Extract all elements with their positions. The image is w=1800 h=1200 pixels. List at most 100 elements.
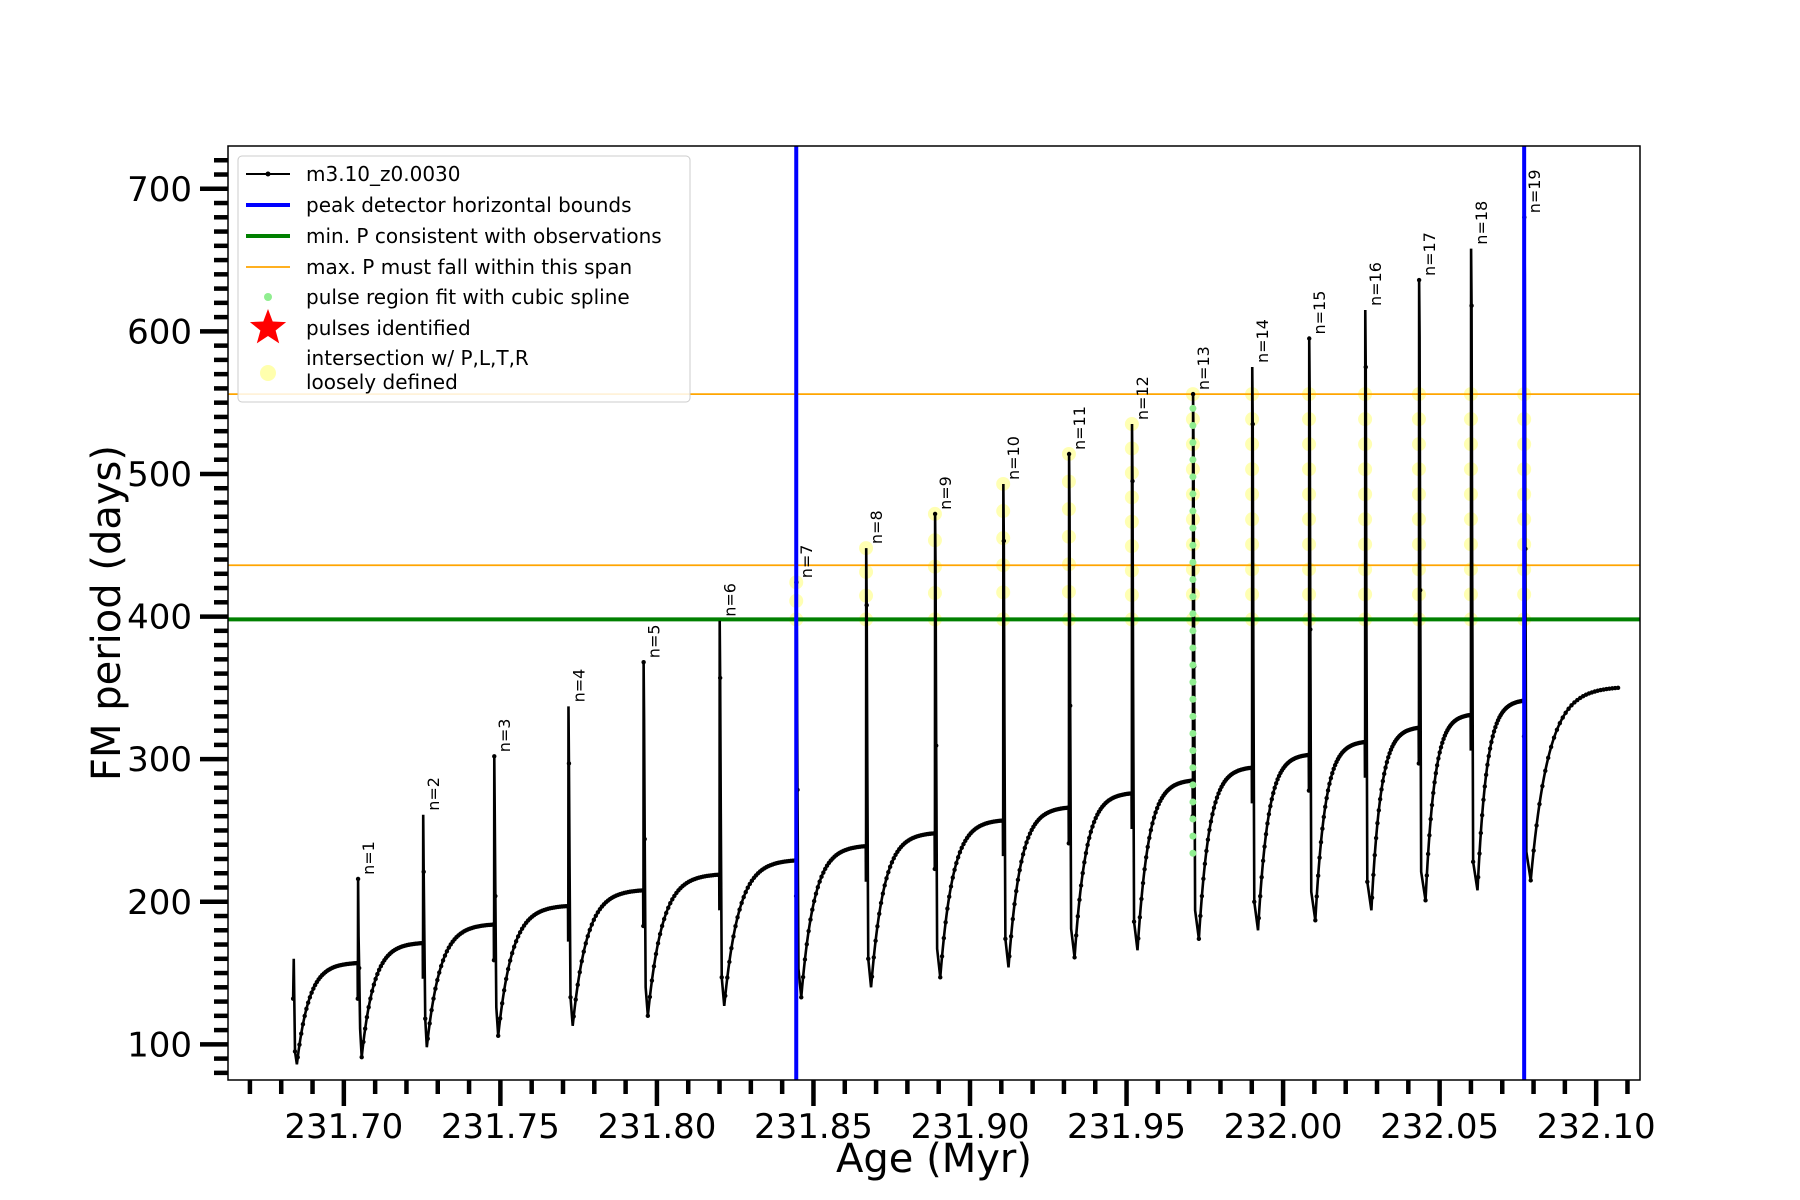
pulse-label: n=8 bbox=[867, 510, 886, 544]
series-marker bbox=[355, 996, 360, 1001]
series-marker bbox=[517, 930, 523, 935]
legend-item: pulses identified bbox=[249, 309, 471, 344]
series-marker bbox=[1490, 734, 1495, 739]
series-marker bbox=[642, 836, 647, 842]
series-marker bbox=[1375, 820, 1380, 826]
series-marker bbox=[1208, 819, 1214, 824]
series-marker bbox=[1425, 851, 1431, 857]
series-marker bbox=[571, 1014, 576, 1019]
series-marker bbox=[1431, 790, 1436, 796]
series-marker bbox=[1020, 852, 1026, 857]
series-marker bbox=[745, 885, 750, 890]
y-axis-title: FM period (days) bbox=[84, 445, 130, 781]
series-marker bbox=[311, 986, 316, 991]
series-marker bbox=[515, 934, 521, 939]
spline-fit-point bbox=[1189, 661, 1197, 669]
series-marker bbox=[1143, 855, 1149, 860]
x-tick-label: 231.95 bbox=[1067, 1107, 1186, 1147]
series-marker bbox=[585, 933, 590, 939]
legend-item: m3.10_z0.0030 bbox=[246, 162, 461, 186]
series-marker bbox=[299, 1031, 304, 1036]
series-marker bbox=[655, 941, 661, 946]
series-marker bbox=[1468, 712, 1474, 718]
series-marker bbox=[446, 945, 452, 950]
series-marker bbox=[884, 876, 889, 881]
series-marker bbox=[581, 949, 586, 954]
series-marker bbox=[1130, 478, 1135, 484]
series-marker bbox=[1557, 720, 1563, 726]
series-marker bbox=[295, 1055, 300, 1060]
series-marker bbox=[877, 911, 882, 916]
series-marker bbox=[1470, 859, 1476, 865]
series-marker bbox=[1528, 878, 1533, 883]
series-marker bbox=[1493, 724, 1498, 730]
series-marker bbox=[1090, 824, 1095, 829]
series-marker bbox=[1440, 740, 1445, 746]
series-marker bbox=[290, 996, 296, 1001]
spline-fit-point bbox=[1189, 558, 1197, 566]
y-tick-label: 600 bbox=[127, 312, 192, 352]
series-marker bbox=[305, 1000, 311, 1005]
series-marker bbox=[880, 891, 886, 896]
series-marker bbox=[1328, 775, 1334, 781]
series-marker bbox=[938, 975, 943, 980]
series-marker bbox=[1091, 819, 1097, 825]
series-marker bbox=[1317, 855, 1322, 860]
series-marker bbox=[664, 910, 669, 916]
series-marker bbox=[931, 831, 936, 836]
series-marker bbox=[1273, 781, 1279, 786]
series-marker bbox=[1615, 685, 1621, 691]
series-marker bbox=[1478, 830, 1484, 836]
series-marker bbox=[1481, 797, 1486, 802]
pulse-label: n=9 bbox=[936, 476, 955, 510]
series-marker bbox=[364, 1014, 370, 1020]
legend-box bbox=[237, 155, 691, 403]
pulse-label: n=5 bbox=[645, 624, 664, 658]
series-marker bbox=[1010, 916, 1016, 922]
series-marker bbox=[1249, 765, 1255, 770]
series-marker bbox=[307, 995, 313, 1000]
series-marker bbox=[950, 875, 955, 880]
series-marker bbox=[1382, 771, 1387, 777]
series-marker bbox=[297, 1042, 302, 1047]
x-axis-title: Age (Myr) bbox=[836, 1136, 1032, 1182]
series-marker bbox=[1211, 805, 1217, 811]
series-marker bbox=[1531, 848, 1536, 853]
series-marker bbox=[433, 986, 438, 991]
series-marker bbox=[1325, 788, 1331, 793]
series-marker bbox=[933, 743, 939, 748]
series-marker bbox=[1140, 880, 1146, 886]
series-marker bbox=[821, 870, 826, 875]
series-marker bbox=[864, 602, 869, 608]
legend-label: pulses identified bbox=[306, 316, 471, 340]
series-marker bbox=[1131, 919, 1137, 924]
series-marker bbox=[442, 953, 448, 958]
series-marker bbox=[653, 951, 659, 957]
x-tick-label: 232.10 bbox=[1537, 1107, 1656, 1147]
series-marker bbox=[1156, 802, 1161, 807]
series-marker bbox=[1210, 811, 1215, 817]
series-marker bbox=[1383, 765, 1388, 770]
series-marker bbox=[1075, 914, 1081, 919]
series-marker bbox=[1190, 391, 1196, 397]
series-marker bbox=[1469, 303, 1474, 308]
y-tick-label: 100 bbox=[127, 1025, 192, 1065]
ticks-layer: 100 200 300 400 500 600 700 231.70 231.75 231.80 2… bbox=[127, 158, 1656, 1147]
series-marker bbox=[438, 963, 444, 969]
series-marker bbox=[670, 897, 675, 902]
series-marker bbox=[1129, 791, 1135, 796]
series-marker bbox=[1137, 915, 1143, 920]
series-marker bbox=[1318, 839, 1324, 845]
series-marker bbox=[1554, 727, 1560, 732]
series-marker bbox=[737, 907, 742, 912]
series-marker bbox=[1199, 893, 1205, 899]
series-marker bbox=[1201, 876, 1206, 881]
series-marker bbox=[1259, 875, 1264, 880]
series-marker bbox=[1477, 851, 1482, 856]
series-marker bbox=[1369, 895, 1375, 900]
series-marker bbox=[577, 969, 582, 975]
legend-label-line2: loosely defined bbox=[306, 370, 458, 394]
series-marker bbox=[373, 976, 378, 982]
series-marker bbox=[1196, 936, 1202, 942]
